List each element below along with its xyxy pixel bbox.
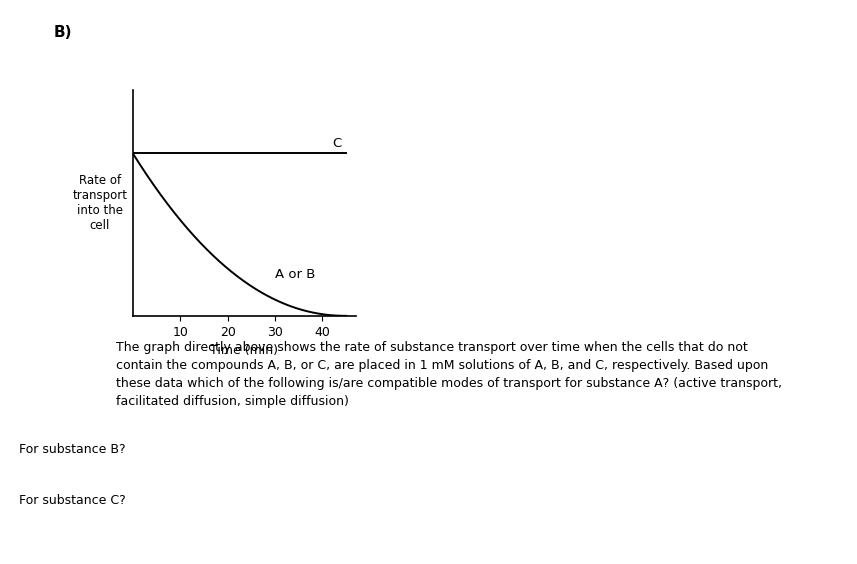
Text: A or B: A or B (275, 268, 315, 281)
Text: C: C (332, 137, 341, 150)
Text: B): B) (54, 25, 73, 41)
X-axis label: Time (min): Time (min) (210, 344, 279, 357)
Text: For substance C?: For substance C? (19, 494, 126, 506)
Text: For substance B?: For substance B? (19, 443, 125, 456)
Text: The graph directly above shows the rate of substance transport over time when th: The graph directly above shows the rate … (116, 341, 782, 408)
Y-axis label: Rate of
transport
into the
cell: Rate of transport into the cell (72, 174, 128, 232)
